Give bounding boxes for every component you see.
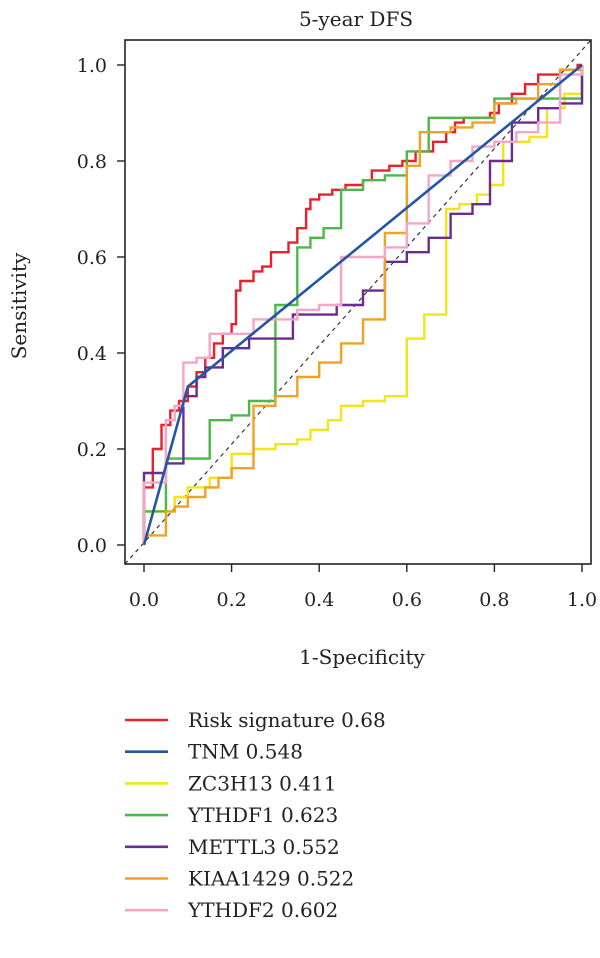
diagonal-reference-line [124,39,592,565]
y-tick-label: 0.2 [77,439,107,461]
y-tick-label: 0.8 [77,151,107,173]
legend-label: TNM 0.548 [188,740,303,764]
series-line-kiaa1429 [142,65,584,545]
y-tick-label: 0.0 [77,535,107,557]
legend-label: YTHDF2 0.602 [187,898,338,922]
plot-frame [124,39,592,565]
series-line-ythdf2 [142,65,584,545]
legend-label: METTL3 0.552 [188,835,340,859]
legend-label: ZC3H13 0.411 [188,771,336,795]
y-axis-label: Sensitivity [7,252,31,359]
y-axis: 0.0 0.2 0.4 0.6 0.8 1.0 [77,55,125,557]
y-tick-label: 1.0 [77,55,107,77]
series-line-ythdf1 [142,65,584,545]
chart-title: 5-year DFS [299,7,413,31]
series-layer [142,63,584,546]
x-tick-label: 0.8 [479,589,509,611]
x-axis: 0.0 0.2 0.4 0.6 0.8 1.0 [129,564,597,611]
x-tick-label: 0.4 [304,589,334,611]
x-tick-label: 0.6 [392,589,422,611]
x-axis-label: 1-Specificity [299,645,425,669]
y-tick-label: 0.4 [77,343,107,365]
series-line-tnm [142,63,583,546]
legend: Risk signature 0.68 TNM 0.548 ZC3H13 0.411… [125,708,386,922]
legend-label: YTHDF1 0.623 [187,803,338,827]
legend-label: KIAA1429 0.522 [188,867,354,891]
series-line-risk [142,63,582,545]
x-tick-label: 1.0 [567,589,597,611]
legend-label: Risk signature 0.68 [188,708,386,732]
x-tick-label: 0.2 [216,589,246,611]
y-tick-label: 0.6 [77,247,107,269]
x-tick-label: 0.0 [129,589,159,611]
